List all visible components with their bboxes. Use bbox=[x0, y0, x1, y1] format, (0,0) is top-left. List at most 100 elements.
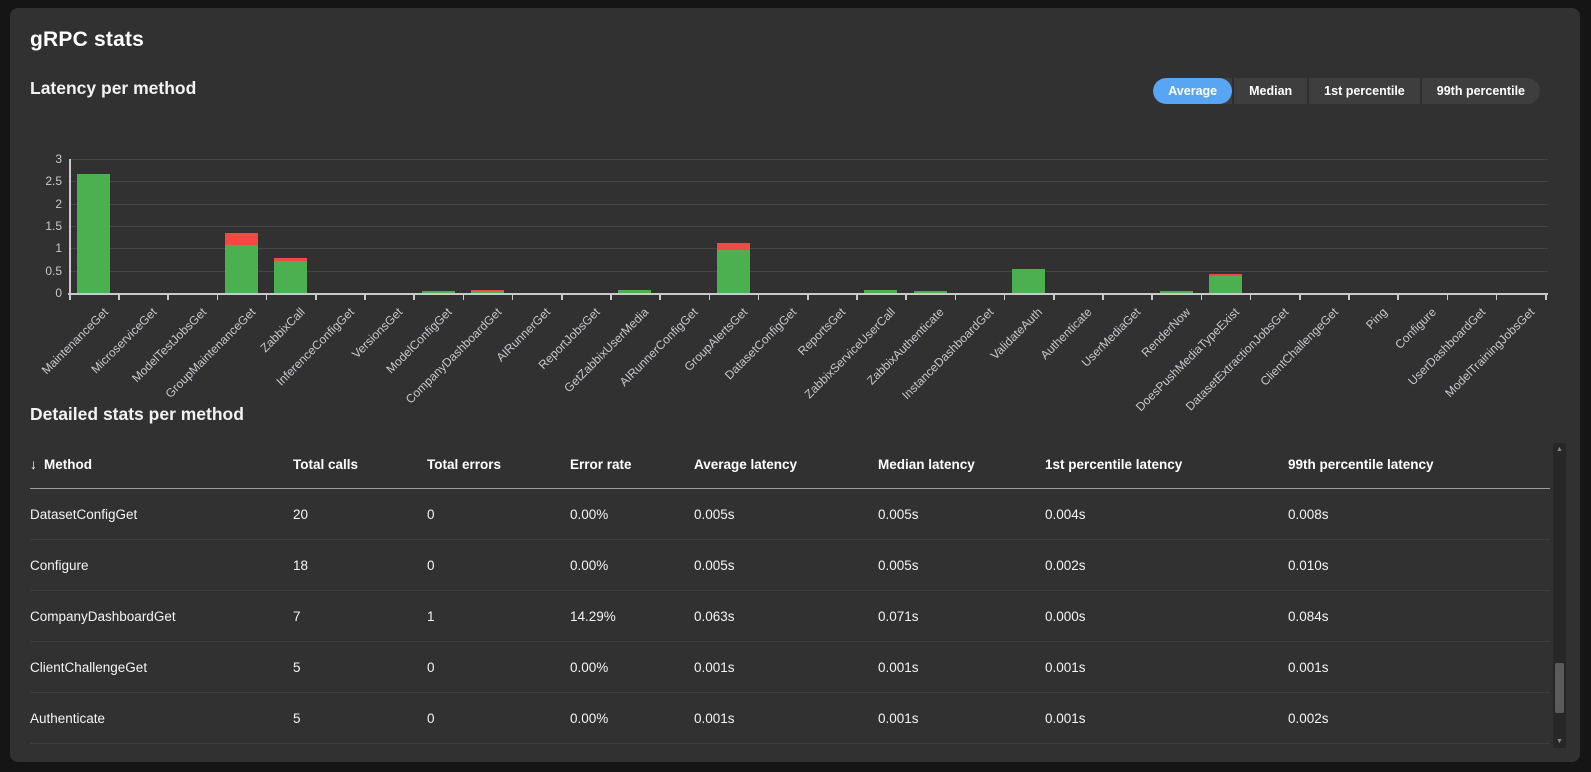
column-header-method[interactable]: ↓ Method bbox=[30, 456, 293, 472]
stat-cell: 0.001s bbox=[878, 710, 919, 726]
stat-cell: 0.008s bbox=[1288, 506, 1329, 522]
y-axis-tick-label: 2.5 bbox=[45, 174, 62, 189]
stat-cell: 0.084s bbox=[1288, 608, 1329, 624]
table-row-CompanyDashboardGet[interactable]: CompanyDashboardGet 7 1 14.29% 0.063s 0.071s 0… bbox=[30, 591, 1550, 642]
stat-cell: 0.002s bbox=[1045, 557, 1086, 573]
table-row-DatasetConfigGet[interactable]: DatasetConfigGet 20 0 0.00% 0.005s 0.005s 0.00… bbox=[30, 489, 1550, 540]
column-header-median-latency[interactable]: Median latency bbox=[878, 456, 975, 472]
stat-cell: 0.000s bbox=[1045, 608, 1086, 624]
y-axis-tick-label: 3 bbox=[55, 151, 62, 166]
x-axis-tick bbox=[1151, 295, 1153, 300]
x-axis-tick bbox=[807, 295, 809, 300]
y-axis-tick-label: 0 bbox=[55, 286, 62, 300]
column-header-label: Method bbox=[44, 457, 92, 472]
bar-MaintenanceGet[interactable] bbox=[77, 174, 111, 293]
column-header-1st-percentile-latency[interactable]: 1st percentile latency bbox=[1045, 456, 1183, 472]
page-title: gRPC stats bbox=[30, 28, 145, 51]
y-axis-tick-label: 1.5 bbox=[45, 218, 62, 233]
x-axis-tick bbox=[757, 295, 760, 300]
bar-ModelConfigGet[interactable] bbox=[421, 291, 455, 293]
column-header-average-latency[interactable]: Average latency bbox=[694, 456, 798, 472]
bar-segment-error bbox=[716, 243, 750, 250]
stat-cell: 5 bbox=[293, 659, 301, 675]
x-axis-tick bbox=[1053, 295, 1055, 300]
x-axis-tick bbox=[659, 295, 661, 300]
x-axis-label: InstanceDashboardGet bbox=[898, 305, 997, 403]
x-axis-label: GetZabbixUserMedia bbox=[561, 305, 652, 396]
metric-toggle-1st-percentile[interactable]: 1st percentile bbox=[1307, 78, 1420, 104]
metric-toggle-99th-percentile[interactable]: 99th percentile bbox=[1419, 78, 1540, 104]
bar-segment-error bbox=[273, 258, 307, 261]
metric-toggle-average[interactable]: Average bbox=[1153, 78, 1233, 104]
bar-CompanyDashboardGet[interactable] bbox=[470, 290, 504, 293]
bar-segment-ok bbox=[470, 291, 504, 293]
stat-cell: 0.004s bbox=[1045, 506, 1086, 522]
table-scrollbar[interactable]: ▲ ▼ bbox=[1553, 443, 1566, 748]
stat-cell: 0.005s bbox=[694, 506, 735, 522]
x-axis-label: ReportsGet bbox=[795, 305, 849, 359]
column-header-error-rate[interactable]: Error rate bbox=[570, 456, 632, 472]
bar-ZabbixAuthenticate[interactable] bbox=[913, 291, 947, 293]
bar-GetZabbixUserMedia[interactable] bbox=[618, 290, 652, 293]
bar-segment-ok bbox=[77, 174, 111, 293]
latency-metric-toggle-group: Average Median 1st percentile 99th percenti… bbox=[1153, 78, 1540, 104]
bar-ValidateAuth[interactable] bbox=[1011, 269, 1045, 293]
metric-toggle-median[interactable]: Median bbox=[1232, 78, 1308, 104]
stat-cell: 0.002s bbox=[1288, 710, 1329, 726]
stat-cell: 0.001s bbox=[1288, 659, 1329, 675]
table-row-Authenticate[interactable]: Authenticate 5 0 0.00% 0.001s 0.001s 0.001s 0.0… bbox=[30, 693, 1550, 744]
x-axis-tick bbox=[1495, 295, 1498, 300]
bar-ZabbixServiceUserCall[interactable] bbox=[864, 290, 898, 293]
stat-cell: 7 bbox=[293, 608, 301, 624]
x-axis-label: CompanyDashboardGet bbox=[402, 305, 505, 407]
column-header-99th-percentile-latency[interactable]: 99th percentile latency bbox=[1288, 456, 1434, 472]
table-row-Configure[interactable]: Configure 18 0 0.00% 0.005s 0.005s 0.002s 0.010… bbox=[30, 540, 1550, 591]
column-header-total-calls[interactable]: Total calls bbox=[293, 456, 359, 472]
y-axis-line bbox=[69, 159, 71, 293]
chart-gridline bbox=[69, 270, 1548, 272]
x-axis-tick bbox=[1397, 295, 1399, 300]
scrollbar-down-icon[interactable]: ▼ bbox=[1556, 738, 1563, 745]
column-header-total-errors[interactable]: Total errors bbox=[427, 456, 502, 472]
x-axis-tick bbox=[1299, 295, 1301, 300]
bar-segment-ok bbox=[273, 261, 307, 293]
method-name-cell: Configure bbox=[30, 557, 89, 573]
stat-cell: 0 bbox=[427, 710, 435, 726]
table-header-row: ↓ Method Total calls Total errors Error rate… bbox=[30, 440, 1550, 489]
bar-ZabbixCall[interactable] bbox=[273, 258, 307, 293]
chart-gridline bbox=[69, 225, 1548, 227]
bar-GroupMaintenanceGet[interactable] bbox=[224, 233, 258, 293]
x-axis-tick bbox=[1200, 295, 1203, 300]
bar-segment-ok bbox=[421, 291, 455, 293]
grpc-stats-card: gRPC stats Latency per method Average Med… bbox=[10, 8, 1580, 762]
bar-segment-ok bbox=[864, 290, 898, 293]
stat-cell: 0.001s bbox=[694, 659, 735, 675]
bar-GroupAlertsGet[interactable] bbox=[716, 243, 750, 293]
bar-DoesPushMediaTypeExist[interactable] bbox=[1208, 274, 1242, 293]
bar-RenderNow[interactable] bbox=[1159, 291, 1193, 293]
bar-segment-ok bbox=[913, 291, 947, 293]
stat-cell: 0.001s bbox=[694, 710, 735, 726]
stat-cell: 0.001s bbox=[878, 659, 919, 675]
stat-cell: 0.005s bbox=[878, 557, 919, 573]
x-axis-tick bbox=[315, 295, 317, 300]
scrollbar-up-icon[interactable]: ▲ bbox=[1556, 446, 1563, 453]
x-axis-label: ZabbixServiceUserCall bbox=[801, 305, 898, 402]
latency-bar-chart: 0 0.5 1 1.5 2 2.5 3 MaintenanceGet MicroserviceG… bbox=[10, 151, 1580, 414]
sort-descending-icon: ↓ bbox=[30, 456, 37, 472]
chart-gridline bbox=[69, 181, 1548, 183]
x-axis-line bbox=[68, 293, 1548, 295]
table-section-title: Detailed stats per method bbox=[30, 404, 244, 424]
stat-cell: 0.00% bbox=[570, 557, 609, 573]
x-axis-tick bbox=[462, 295, 465, 300]
x-axis-tick bbox=[1446, 295, 1449, 300]
table-row-ClientChallengeGet[interactable]: ClientChallengeGet 5 0 0.00% 0.001s 0.001s 0.0… bbox=[30, 642, 1550, 693]
method-name-cell: CompanyDashboardGet bbox=[30, 608, 176, 624]
scrollbar-thumb[interactable] bbox=[1555, 663, 1564, 713]
bar-segment-ok bbox=[1011, 269, 1045, 293]
bar-segment-ok bbox=[1159, 291, 1193, 293]
bar-segment-ok bbox=[716, 250, 750, 293]
stat-cell: 0.071s bbox=[878, 608, 919, 624]
x-axis-tick bbox=[856, 295, 858, 300]
stat-cell: 0.005s bbox=[878, 506, 919, 522]
